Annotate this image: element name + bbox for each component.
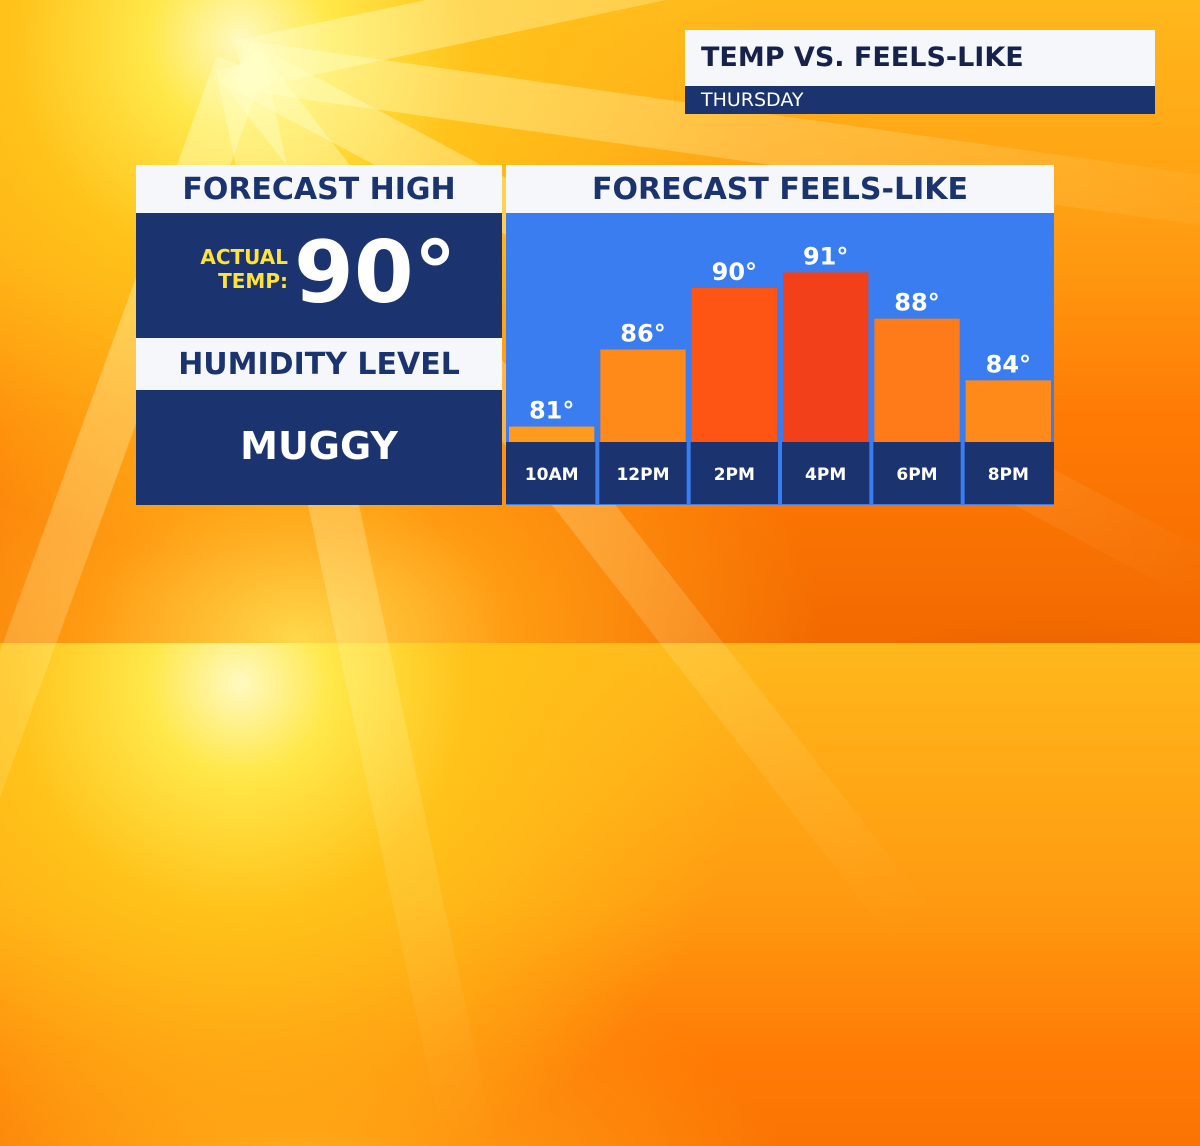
chart-svg: 81° 10AM 86° 12PM 90° 2PM 91° 4PM 88° 6PM 84° 8PM: [506, 242, 1054, 504]
value-label-6pm: 88°: [894, 289, 939, 317]
value-label-4pm: 91°: [803, 242, 848, 270]
humidity-title: HUMIDITY LEVEL: [136, 338, 502, 390]
forecast-high-title: FORECAST HIGH: [136, 165, 502, 213]
actual-label-line2: TEMP:: [218, 269, 288, 293]
forecast-high-panel: ACTUAL TEMP: 90°: [136, 213, 502, 338]
value-label-2pm: 90°: [712, 258, 757, 286]
feels-like-chart: 81° 10AM 86° 12PM 90° 2PM 91° 4PM 88° 6PM 84° 8PM: [506, 213, 1054, 505]
chart-title: FORECAST FEELS-LIKE: [506, 165, 1054, 213]
humidity-value: MUGGY: [240, 424, 398, 468]
tick-separator: [595, 442, 600, 504]
value-label-12pm: 86°: [620, 320, 665, 348]
bar-8pm: [965, 380, 1051, 442]
tick-separator: [778, 442, 782, 504]
value-label-10am: 81°: [529, 397, 574, 425]
tick-label-8pm: 8PM: [988, 465, 1029, 485]
tick-separator: [869, 442, 874, 504]
bar-6pm: [874, 318, 960, 442]
actual-temp-value: 90°: [294, 223, 457, 323]
humidity-panel: MUGGY: [136, 390, 502, 505]
bar-4pm: [783, 272, 869, 442]
value-label-8pm: 84°: [986, 350, 1031, 378]
tick-label-2pm: 2PM: [714, 465, 755, 485]
actual-label-line1: ACTUAL: [200, 245, 288, 269]
header-box: TEMP VS. FEELS-LIKE THURSDAY: [685, 30, 1155, 114]
tick-label-10am: 10AM: [525, 465, 579, 485]
actual-temp-label: ACTUAL TEMP:: [188, 245, 288, 293]
tick-label-4pm: 4PM: [805, 465, 846, 485]
header-subtitle: THURSDAY: [685, 86, 1155, 114]
tick-separator: [960, 442, 965, 504]
bar-10am: [509, 426, 595, 442]
tick-label-6pm: 6PM: [896, 465, 937, 485]
header-title: TEMP VS. FEELS-LIKE: [685, 30, 1155, 86]
bar-12pm: [600, 349, 686, 442]
tick-separator: [686, 442, 691, 504]
bar-2pm: [691, 287, 777, 442]
tick-label-12pm: 12PM: [616, 465, 669, 485]
